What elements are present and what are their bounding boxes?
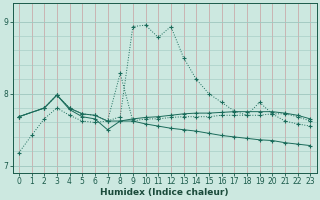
X-axis label: Humidex (Indice chaleur): Humidex (Indice chaleur): [100, 188, 229, 197]
